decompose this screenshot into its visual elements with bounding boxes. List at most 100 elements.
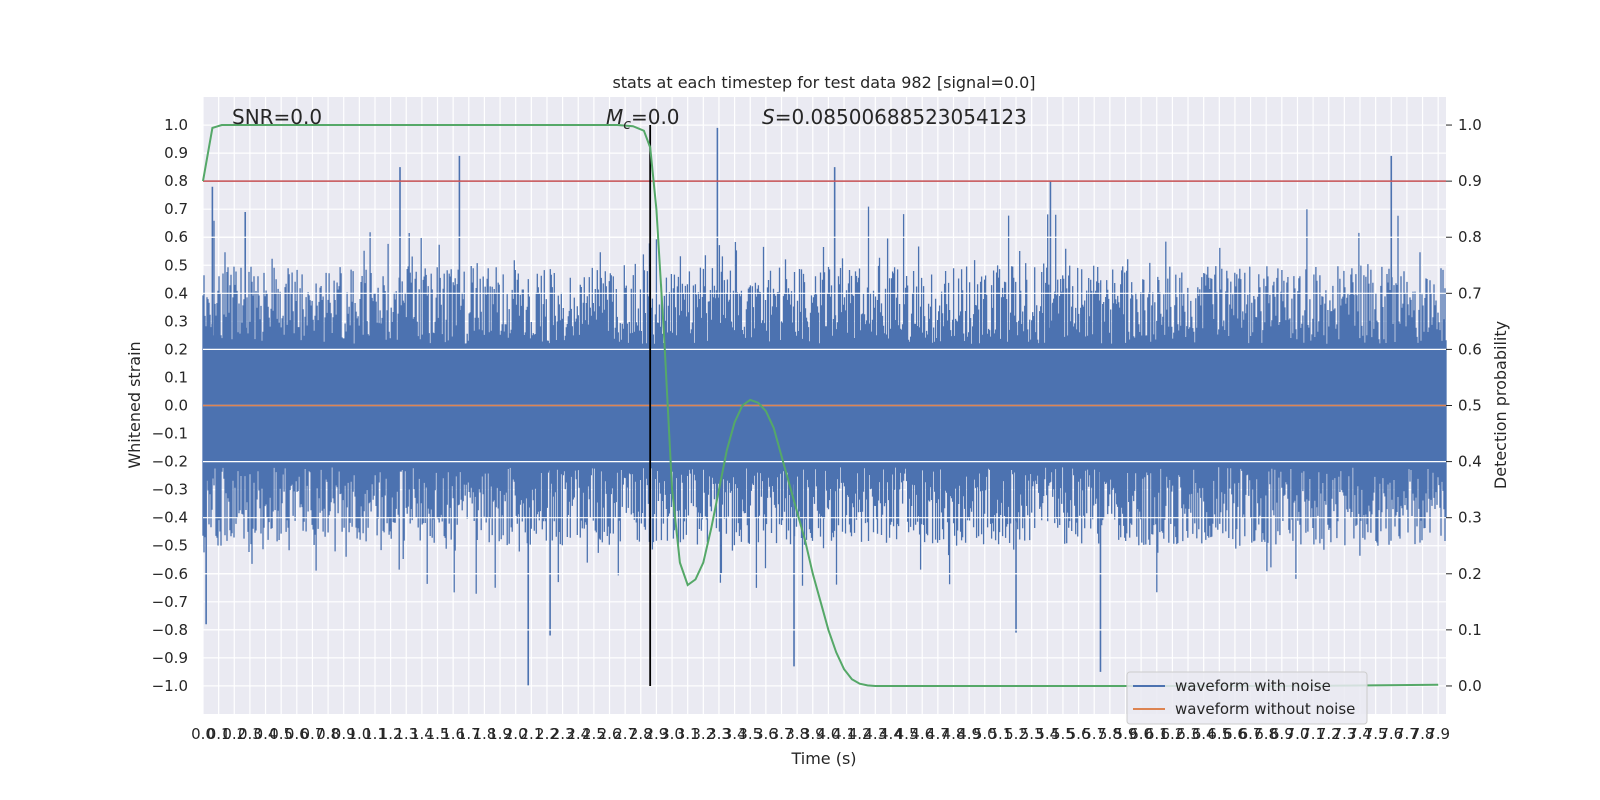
x-tick-label: 4.1: [832, 725, 856, 743]
x-tick-label: 6.6: [1223, 725, 1247, 743]
x-tick-label: 2.2: [535, 725, 559, 743]
y-tick-label: −0.2: [152, 453, 188, 471]
x-tick-label: 3.0: [660, 725, 684, 743]
y-tick-label: 0.8: [164, 172, 188, 190]
x-tick-label: 0.9: [332, 725, 356, 743]
legend-box: [1126, 671, 1368, 725]
y2-tick-label: 0.8: [1458, 228, 1482, 246]
x-tick-label: 4.8: [942, 725, 966, 743]
x-tick-label: 2.9: [644, 725, 668, 743]
x-tick-label: 7.1: [1301, 725, 1325, 743]
s-value: =0.08500688523054123: [775, 105, 1027, 129]
y-tick-label: 0.5: [164, 256, 188, 274]
x-tick-label: 7.0: [1286, 725, 1310, 743]
x-tick-label: 3.2: [691, 725, 715, 743]
x-tick-label: 0.3: [238, 725, 262, 743]
x-tick-label: 5.6: [1067, 725, 1091, 743]
legend-label-noise: waveform with noise: [1175, 677, 1331, 695]
x-tick-label: 5.4: [1035, 725, 1059, 743]
mc-subscript: c: [623, 117, 631, 133]
y-tick-label: 0.0: [164, 397, 188, 415]
line-series: [202, 124, 1446, 687]
x-tick-label: 1.8: [473, 725, 497, 743]
y-tick-labels: −1.0 −0.9 −0.8 −0.7 −0.6 −0.5 −0.4 −0.3 −0.2 −0.1…: [152, 116, 188, 695]
mc-value: =0.0: [631, 105, 680, 129]
x-tick-label: 4.7: [926, 725, 950, 743]
x-tick-label: 3.8: [785, 725, 809, 743]
x-tick-label: 2.7: [613, 725, 637, 743]
mc-annotation: Mc=0.0: [606, 105, 680, 133]
y-tick-label: 0.6: [164, 228, 188, 246]
y-tick-label: −0.1: [152, 425, 188, 443]
x-tick-label: 1.5: [426, 725, 450, 743]
x-tick-label: 0.1: [207, 725, 231, 743]
y-tick-label: 0.9: [164, 144, 188, 162]
x-tick-label: 4.5: [895, 725, 919, 743]
x-tick-label: 5.0: [973, 725, 997, 743]
y-tick-label: 0.4: [164, 284, 188, 302]
mc-symbol: M: [606, 105, 623, 129]
y2-tick-label: 0.1: [1458, 621, 1482, 639]
y-tick-label: 0.3: [164, 312, 188, 330]
x-tick-labels: 0.00.10.20.30.40.50.60.70.80.91.01.11.21…: [191, 725, 1450, 743]
y-tick-label: −0.4: [152, 509, 188, 527]
y2-tick-label: 0.0: [1458, 677, 1482, 695]
x-tick-label: 2.5: [582, 725, 606, 743]
y-tick-label: 0.7: [164, 200, 188, 218]
x-tick-label: 0.2: [222, 725, 246, 743]
y2-tick-label: 0.3: [1458, 509, 1482, 527]
y-axis-label: Whitened strain: [125, 341, 144, 468]
y2-tick-label: 0.7: [1458, 284, 1482, 302]
x-tick-label: 6.5: [1207, 725, 1231, 743]
x-tick-label: 4.2: [848, 725, 872, 743]
y2-tick-labels: 0.0 0.1 0.2 0.3 0.4 0.5 0.6 0.7 0.8 0.9 1.0: [1446, 116, 1482, 695]
x-tick-label: 4.6: [910, 725, 934, 743]
x-tick-label: 2.0: [504, 725, 528, 743]
x-tick-label: 3.9: [801, 725, 825, 743]
y-tick-label: −0.3: [152, 481, 188, 499]
s-symbol: S: [762, 105, 775, 129]
x-tick-label: 1.6: [441, 725, 465, 743]
x-tick-label: 0.0: [191, 725, 215, 743]
y-tick-label: 1.0: [164, 116, 188, 134]
x-tick-label: 6.8: [1254, 725, 1278, 743]
y-tick-label: −0.8: [152, 621, 188, 639]
x-tick-label: 2.8: [629, 725, 653, 743]
x-tick-label: 7.9: [1426, 725, 1450, 743]
x-tick-label: 7.6: [1379, 725, 1403, 743]
x-tick-label: 4.3: [863, 725, 887, 743]
x-tick-label: 4.9: [957, 725, 981, 743]
x-tick-label: 0.8: [316, 725, 340, 743]
detection-probability-line: [202, 124, 1439, 687]
x-tick-label: 3.3: [707, 725, 731, 743]
x-tick-label: 1.4: [410, 725, 434, 743]
x-tick-label: 5.3: [1020, 725, 1044, 743]
x-tick-label: 1.3: [394, 725, 418, 743]
y2-tick-label: 0.6: [1458, 340, 1482, 358]
y2-tick-label: 0.2: [1458, 565, 1482, 583]
x-tick-label: 1.0: [347, 725, 371, 743]
x-tick-label: 5.1: [988, 725, 1012, 743]
x-tick-label: 7.2: [1317, 725, 1341, 743]
x-tick-label: 6.0: [1129, 725, 1153, 743]
x-tick-label: 6.9: [1270, 725, 1294, 743]
x-tick-label: 6.2: [1160, 725, 1184, 743]
x-tick-label: 7.8: [1411, 725, 1435, 743]
x-tick-label: 6.1: [1145, 725, 1169, 743]
y2-tick-label: 0.4: [1458, 453, 1482, 471]
x-tick-label: 1.7: [457, 725, 481, 743]
y2-tick-label: 0.9: [1458, 172, 1482, 190]
x-tick-label: 0.5: [269, 725, 293, 743]
x-tick-label: 5.2: [1004, 725, 1028, 743]
y2-tick-label: 1.0: [1458, 116, 1482, 134]
x-tick-label: 2.6: [598, 725, 622, 743]
x-tick-label: 5.9: [1114, 725, 1138, 743]
x-tick-label: 3.1: [676, 725, 700, 743]
y-tick-label: −0.9: [152, 649, 188, 667]
s-annotation: S=0.08500688523054123: [762, 105, 1027, 129]
x-tick-label: 2.1: [519, 725, 543, 743]
x-tick-label: 3.4: [723, 725, 747, 743]
x-tick-label: 5.7: [1082, 725, 1106, 743]
x-tick-label: 7.7: [1395, 725, 1419, 743]
